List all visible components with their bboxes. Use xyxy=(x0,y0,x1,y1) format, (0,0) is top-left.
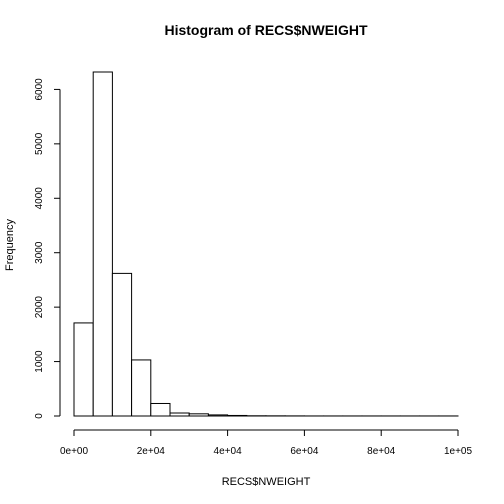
y-tick-label: 5000 xyxy=(34,132,45,155)
histogram-bar xyxy=(150,402,171,417)
y-tick-label: 4000 xyxy=(34,187,45,210)
y-tick-label: 3000 xyxy=(34,241,45,264)
histogram-bar xyxy=(131,359,152,417)
chart-title: Histogram of RECS$NWEIGHT xyxy=(164,22,367,38)
x-axis-label: RECS$NWEIGHT xyxy=(222,476,311,488)
x-tick-label: 1e+05 xyxy=(444,446,473,457)
y-axis: 0 1000 2000 3000 4000 5000 6000 xyxy=(34,78,61,419)
y-axis-label: Frequency xyxy=(4,219,16,271)
histogram-bar xyxy=(169,412,190,417)
histogram-bar xyxy=(207,414,229,417)
histogram-bar xyxy=(188,413,209,417)
histogram-bar xyxy=(73,322,94,417)
bars-group xyxy=(73,71,459,417)
y-tick-label: 6000 xyxy=(34,78,45,101)
x-tick-label: 4e+04 xyxy=(214,446,243,457)
y-tick-label: 1000 xyxy=(34,350,45,373)
histogram-bar xyxy=(92,71,113,417)
y-tick-label: 0 xyxy=(34,413,45,419)
x-tick-label: 0e+00 xyxy=(60,446,89,457)
y-tick-label: 2000 xyxy=(34,296,45,319)
x-tick-label: 8e+04 xyxy=(367,446,396,457)
histogram-bar xyxy=(227,414,248,417)
histogram-bar xyxy=(111,272,133,417)
x-tick-label: 2e+04 xyxy=(137,446,166,457)
x-tick-label: 6e+04 xyxy=(290,446,319,457)
x-axis: 0e+00 2e+04 4e+04 6e+04 8e+04 1e+05 xyxy=(60,429,473,457)
